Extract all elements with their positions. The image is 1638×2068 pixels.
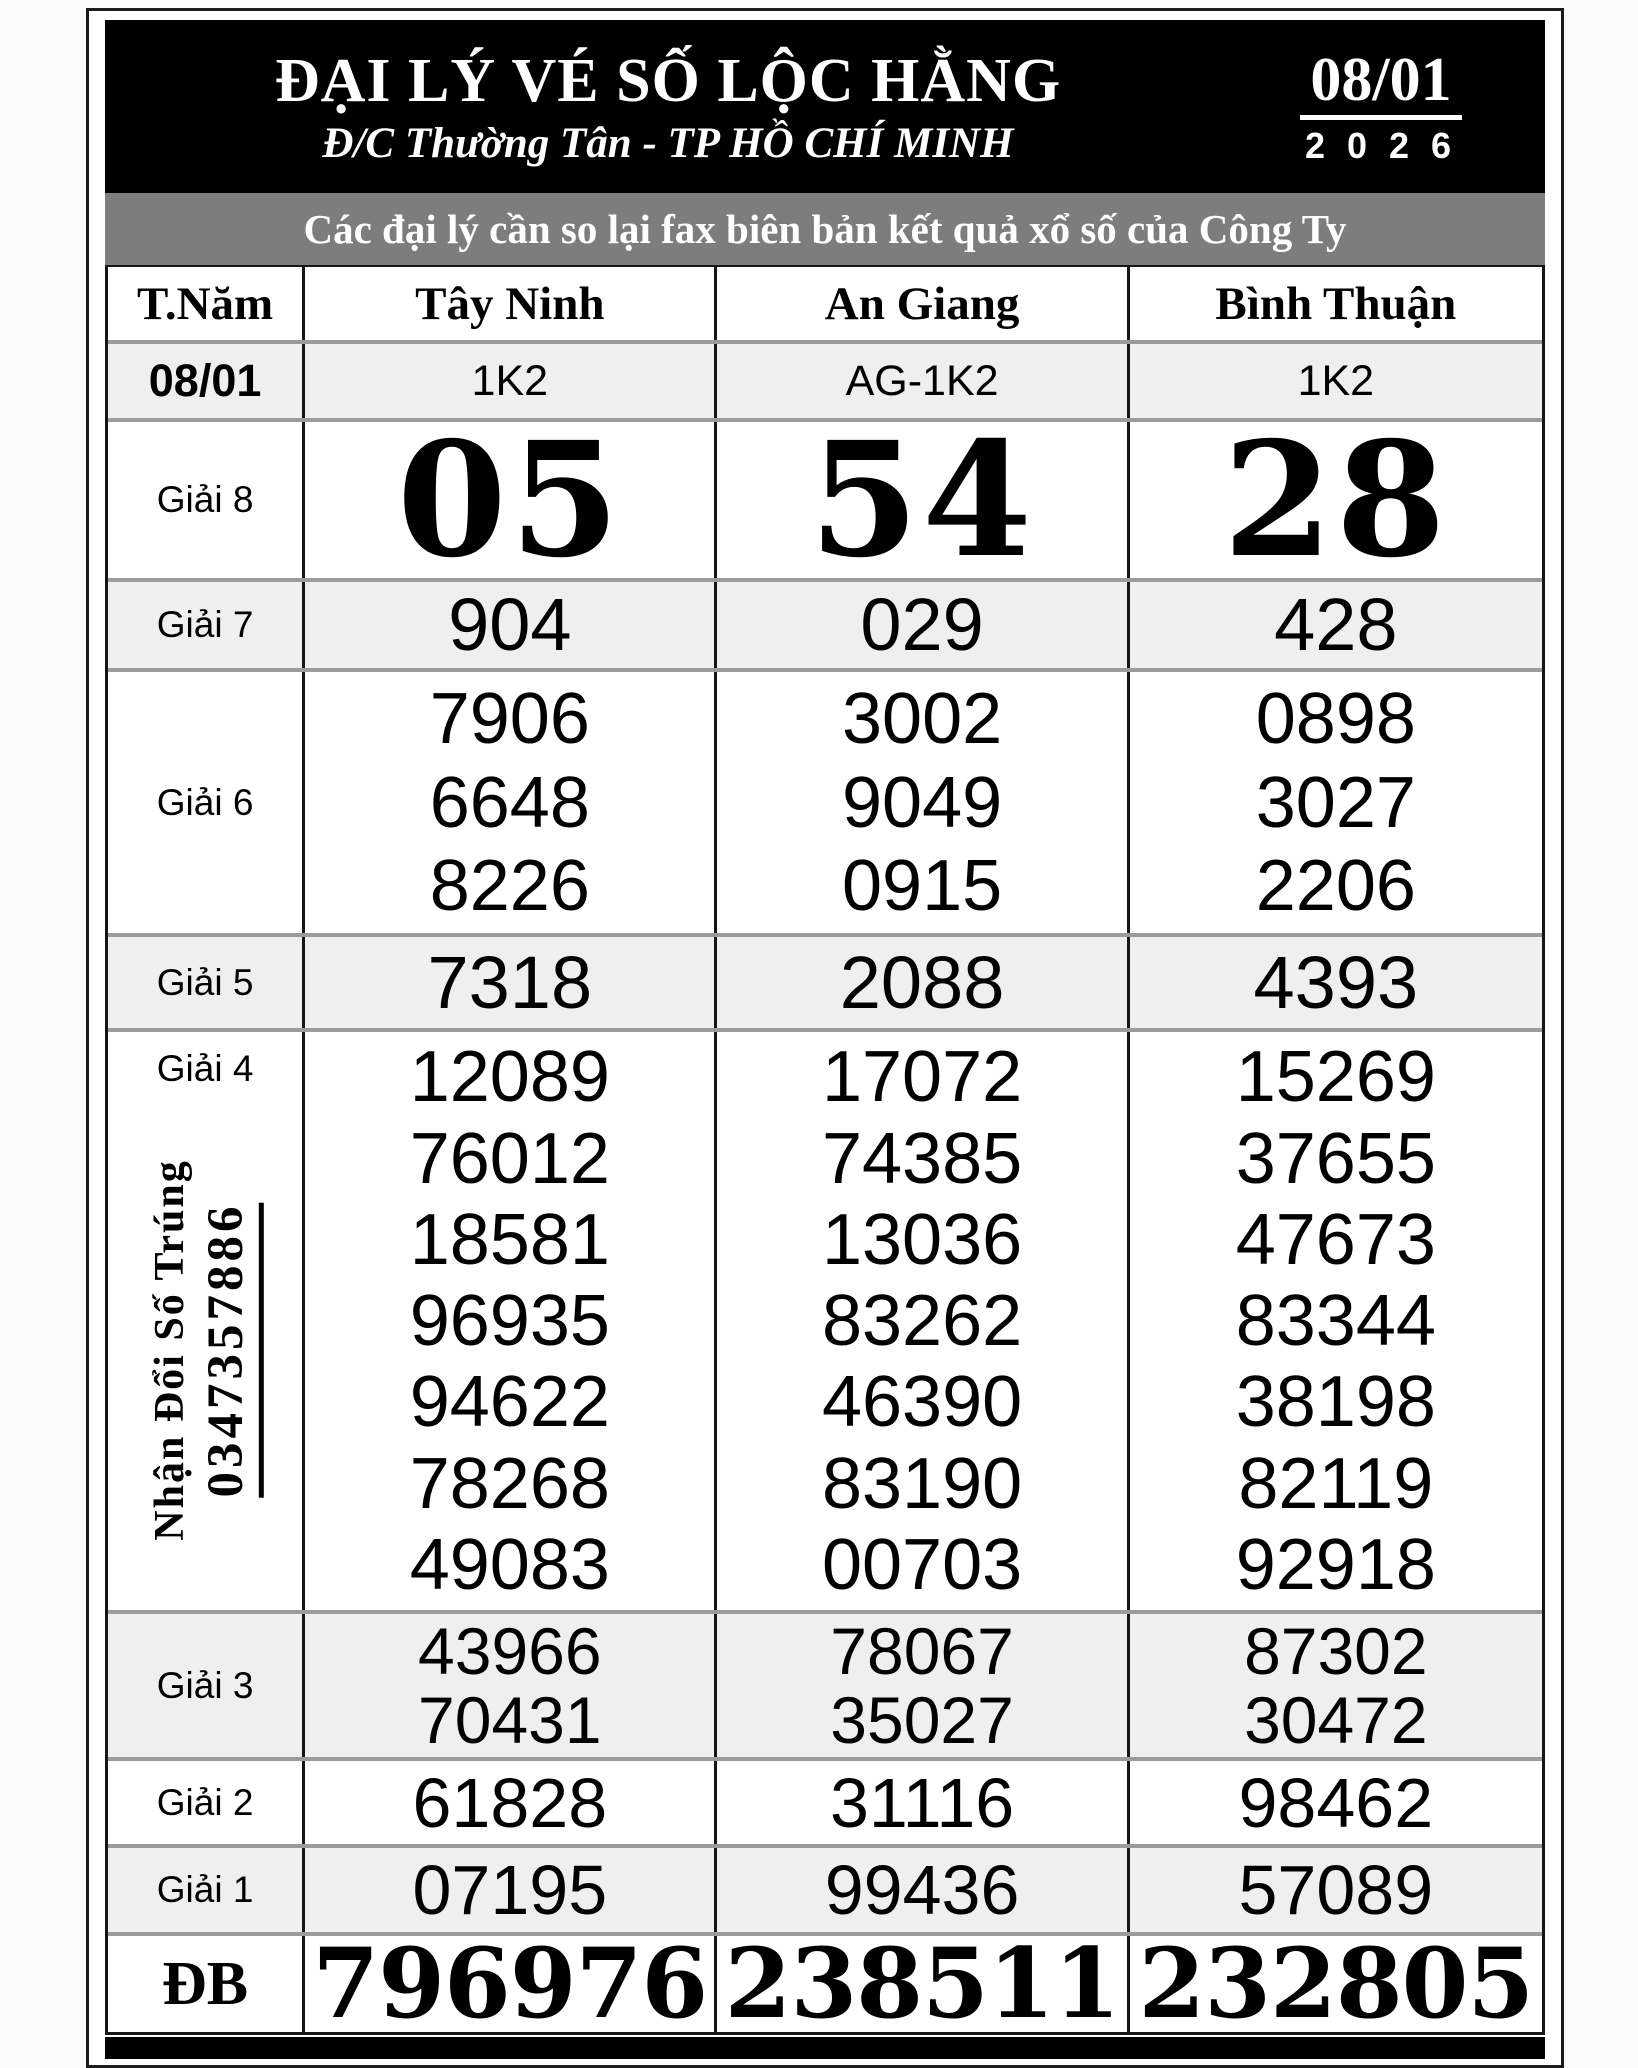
prize-row-dac-biet: ĐB 796976 238511 232805	[108, 1932, 1542, 2032]
prize-number: 12089	[409, 1037, 610, 1118]
masthead: ĐẠI LÝ VÉ SỐ LỘC HẰNG Đ/C Thường Tân - T…	[105, 20, 1545, 193]
prize-label: Giải 1	[108, 1848, 306, 1932]
prize-number: 94622	[409, 1362, 610, 1443]
prize-number: 8226	[429, 845, 590, 926]
side-note-text: Nhận Đổi Số Trúng	[146, 1159, 193, 1541]
bottom-strip	[105, 2037, 1545, 2059]
prize-number: 428	[1274, 583, 1398, 666]
prize-row-giai-1: Giải 1 07195 99436 57089	[108, 1844, 1542, 1932]
prize-label-cell: Giải 4 Nhận Đổi Số Trúng 0347357886	[108, 1032, 306, 1610]
province-header-an-giang: An Giang	[717, 267, 1130, 340]
prize-number: 92918	[1235, 1524, 1436, 1605]
prize-number: 30472	[1244, 1683, 1428, 1758]
page-frame: ĐẠI LÝ VÉ SỐ LỘC HẰNG Đ/C Thường Tân - T…	[86, 8, 1564, 2068]
prize-row-giai-7: Giải 7 904 029 428	[108, 578, 1542, 668]
province-header-binh-thuan: Bình Thuận	[1215, 277, 1457, 330]
draw-year: 2026	[1304, 125, 1474, 166]
prize-number: 9049	[841, 762, 1003, 843]
prize-number: 82119	[1238, 1443, 1434, 1524]
prize-number: 18581	[409, 1199, 610, 1280]
prize-number: 78268	[409, 1443, 610, 1524]
prize-number: 99436	[824, 1851, 1020, 1929]
corner-label: T.Năm	[108, 267, 306, 340]
prize-row-giai-2: Giải 2 61828 31116 98462	[108, 1757, 1542, 1844]
prize-number: 87302	[1244, 1613, 1428, 1688]
prize-number: 0898	[1255, 679, 1416, 760]
prize-number: 029	[860, 583, 984, 666]
prize-number: 46390	[821, 1362, 1023, 1443]
prize-label: Giải 8	[108, 422, 306, 578]
prize-label: Giải 7	[108, 582, 306, 668]
prize-number: 54	[809, 408, 1035, 593]
prize-number: 7318	[427, 940, 593, 1024]
prize-number: 35027	[830, 1683, 1014, 1758]
prize-label: Giải 4	[156, 1048, 254, 1089]
prize-number: 238511	[724, 1927, 1121, 2040]
prize-number: 6648	[429, 762, 590, 843]
prize-row-giai-5: Giải 5 7318 2088 4393	[108, 933, 1542, 1028]
prize-number: 49083	[409, 1524, 610, 1605]
prize-number: 83344	[1235, 1281, 1436, 1361]
prize-number: 31116	[829, 1763, 1015, 1842]
prize-number: 07195	[412, 1851, 608, 1929]
prize-number: 3027	[1255, 762, 1416, 843]
notice-bar: Các đại lý cần so lại fax biên bản kết q…	[105, 193, 1545, 265]
prize-number: 98462	[1238, 1763, 1434, 1842]
prize-number: 78067	[830, 1613, 1014, 1688]
prize-number: 96935	[409, 1281, 610, 1361]
prize-number: 76012	[409, 1118, 610, 1199]
prize-number: 3002	[841, 679, 1003, 760]
prize-number: 83190	[821, 1443, 1023, 1524]
prize-number: 83262	[821, 1281, 1023, 1361]
prize-number: 232805	[1138, 1927, 1534, 2040]
prize-number: 13036	[821, 1199, 1023, 1280]
prize-number: 70431	[418, 1683, 602, 1758]
prize-number: 61828	[412, 1763, 608, 1842]
prize-number: 57089	[1238, 1851, 1434, 1929]
prize-number: 796976	[312, 1927, 708, 2040]
province-header-tay-ninh: Tây Ninh	[305, 267, 718, 340]
agency-title: ĐẠI LÝ VÉ SỐ LỘC HẰNG	[274, 47, 1062, 116]
prize-number: 15269	[1235, 1037, 1436, 1118]
prize-number: 2088	[839, 940, 1005, 1024]
draw-date: 08/01	[1300, 49, 1462, 120]
prize-number: 00703	[821, 1524, 1023, 1605]
prize-row-giai-3: Giải 3 43966 70431 78067 35027 87302 304…	[108, 1610, 1542, 1757]
prize-row-giai-6: Giải 6 7906 6648 8226 3002 9049 0915 089…	[108, 668, 1542, 933]
draw-code: 1K2	[305, 344, 718, 418]
prize-label: Giải 6	[108, 672, 306, 933]
prize-label: Giải 2	[108, 1761, 306, 1844]
prize-label: ĐB	[108, 1936, 306, 2032]
side-note-phone: 0347357886	[198, 1202, 265, 1498]
draw-code-row: 08/01 1K2 AG-1K2 1K2	[108, 340, 1542, 418]
agency-address: Đ/C Thường Tân - TP HỒ CHÍ MINH	[322, 119, 1014, 167]
draw-date-label: 08/01	[108, 344, 306, 418]
draw-date-block: 08/01 2026	[1231, 20, 1545, 193]
results-table: T.Năm Tây Ninh An Giang Bình Thuận 08/01…	[105, 265, 1545, 2035]
prize-number: 0915	[841, 845, 1003, 926]
prize-row-giai-4: Giải 4 Nhận Đổi Số Trúng 0347357886 1208…	[108, 1028, 1542, 1610]
prize-number: 37655	[1235, 1118, 1436, 1199]
draw-code: AG-1K2	[717, 344, 1130, 418]
prize-label: Giải 3	[108, 1614, 306, 1757]
prize-number: 05	[396, 408, 623, 593]
table-header-row: T.Năm Tây Ninh An Giang Bình Thuận	[108, 267, 1542, 340]
prize-label: Giải 5	[108, 937, 306, 1028]
draw-code: 1K2	[1297, 356, 1375, 405]
prize-number: 28	[1222, 408, 1449, 593]
prize-number: 904	[448, 583, 572, 666]
prize-number: 43966	[418, 1613, 602, 1688]
prize-number: 4393	[1253, 940, 1419, 1024]
prize-number: 2206	[1255, 845, 1416, 926]
prize-number: 74385	[821, 1118, 1023, 1199]
prize-row-giai-8: Giải 8 05 54 28	[108, 408, 1542, 593]
prize-number: 7906	[429, 679, 590, 760]
prize-number: 17072	[821, 1037, 1023, 1118]
prize-number: 47673	[1235, 1199, 1436, 1280]
side-note: Nhận Đổi Số Trúng 0347357886	[146, 1159, 265, 1541]
prize-number: 38198	[1235, 1362, 1436, 1443]
agency-block: ĐẠI LÝ VÉ SỐ LỘC HẰNG Đ/C Thường Tân - T…	[105, 20, 1231, 193]
